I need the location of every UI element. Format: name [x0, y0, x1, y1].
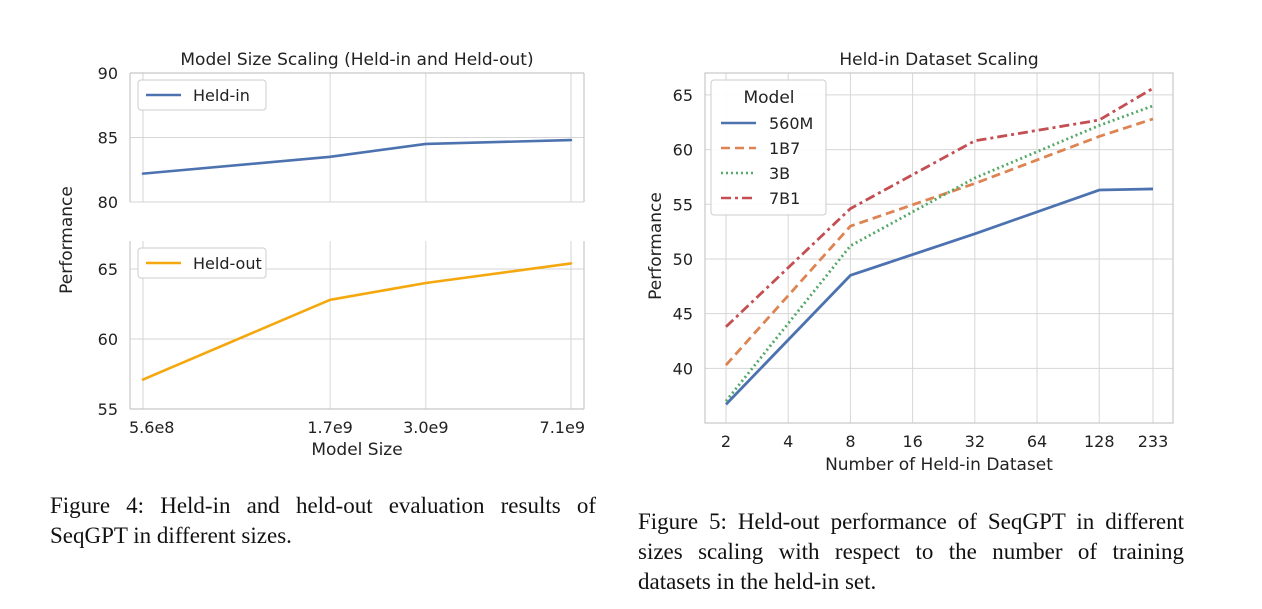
x-tick-label: 1.7e9	[307, 418, 352, 437]
figure-5-caption: Figure 5: Held-out performance of SeqGPT…	[638, 507, 1184, 597]
x-tick-label: 233	[1138, 432, 1169, 451]
legend-label: 3B	[769, 164, 790, 183]
chart-title: Held-in Dataset Scaling	[839, 50, 1038, 70]
series-line-3b	[724, 104, 1154, 403]
legend-box	[137, 247, 267, 279]
caption-line: sizes scaling with respect to the number…	[638, 539, 1184, 564]
chart-held-in-dataset-scaling: 2 4 8 16 32 64 128 233 40 45 50 55 60 65 Model 560M 1B7…	[646, 50, 1174, 475]
series-line-held-out	[141, 262, 573, 381]
y-axis-label: Performance	[57, 186, 77, 294]
y-tick-label: 80	[98, 193, 118, 212]
legend-label: 1B7	[769, 139, 800, 158]
legend-box	[710, 79, 827, 216]
chart-model-size-scaling: 80 85 90 55 60 65 5.6e8 1.7e9 3.0e9 7.1e9 Held-in…	[57, 50, 585, 460]
y-tick-label: 40	[673, 359, 693, 378]
x-tick-label: 2	[721, 432, 731, 451]
x-tick-label: 32	[965, 432, 985, 451]
legend-label: 7B1	[769, 189, 800, 208]
legend-label: 560M	[769, 114, 813, 133]
x-tick-label: 8	[845, 432, 855, 451]
y-axis-label: Performance	[646, 192, 666, 300]
x-tick-label: 3.0e9	[403, 418, 448, 437]
chart-title: Model Size Scaling (Held-in and Held-out…	[180, 50, 533, 70]
y-tick-label: 65	[673, 86, 693, 105]
legend-box	[137, 79, 267, 111]
y-tick-label: 50	[673, 250, 693, 269]
y-tick-label: 60	[98, 330, 118, 349]
y-tick-label: 65	[98, 260, 118, 279]
x-tick-label: 64	[1027, 432, 1047, 451]
x-tick-label: 16	[902, 432, 922, 451]
y-tick-label: 85	[98, 129, 118, 148]
x-tick-label: 4	[783, 432, 793, 451]
x-tick-label: 128	[1084, 432, 1115, 451]
series-line-held-in	[141, 138, 573, 175]
x-tick-label: 5.6e8	[129, 418, 174, 437]
y-tick-label: 55	[673, 195, 693, 214]
x-axis-label: Number of Held-in Dataset	[825, 455, 1053, 475]
y-tick-label: 55	[98, 400, 118, 419]
legend-title: Model	[743, 88, 794, 108]
y-tick-label: 90	[98, 64, 118, 83]
legend-label: Held-out	[193, 254, 262, 273]
series-line-7b1	[725, 87, 1154, 328]
caption-line: Figure 5: Held-out performance of SeqGPT…	[638, 509, 1184, 534]
caption-line: Figure 4: Held-in and held-out evaluatio…	[50, 493, 596, 518]
series-line-1b7	[724, 117, 1154, 366]
x-axis-label: Model Size	[311, 440, 402, 460]
x-tick-label: 7.1e9	[540, 418, 585, 437]
axis-frame	[704, 72, 1174, 424]
figure-4-caption: Figure 4: Held-in and held-out evaluatio…	[50, 491, 596, 551]
series-line-560m	[724, 187, 1154, 406]
caption-line: datasets in the held-in set.	[638, 569, 877, 594]
legend-label: Held-in	[193, 86, 250, 105]
y-tick-label: 60	[673, 141, 693, 160]
caption-line: SeqGPT in different sizes.	[50, 523, 292, 548]
y-tick-label: 45	[673, 305, 693, 324]
